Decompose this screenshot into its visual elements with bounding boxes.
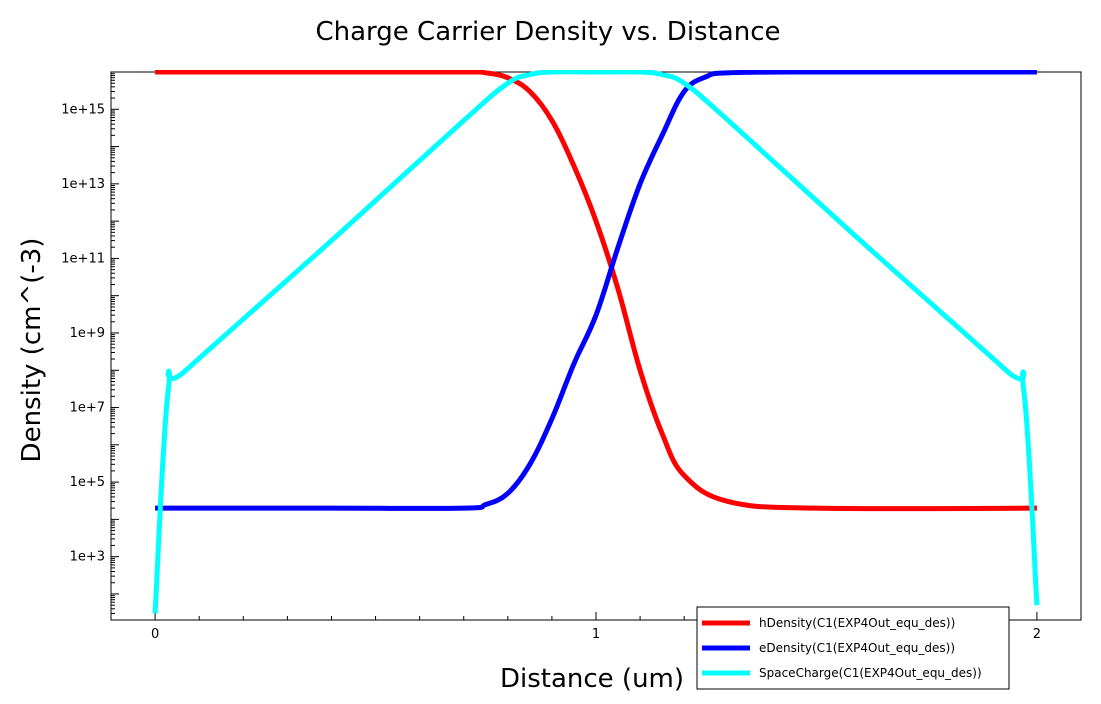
series-line-spacecharge bbox=[152, 70, 1040, 614]
y-tick-label: 1e+7 bbox=[70, 401, 105, 416]
legend-label-spacecharge: SpaceCharge(C1(EXP4Out_equ_des)) bbox=[759, 666, 982, 680]
series-line-edensity bbox=[155, 70, 1037, 511]
y-tick-label: 1e+3 bbox=[70, 550, 105, 565]
y-tick-label: 1e+9 bbox=[70, 326, 105, 341]
legend-label-hdensity: hDensity(C1(EXP4Out_equ_des)) bbox=[759, 616, 955, 630]
series-line-hdensity bbox=[155, 70, 1037, 512]
y-tick-label: 1e+5 bbox=[70, 475, 105, 490]
y-tick-label: 1e+11 bbox=[61, 251, 105, 266]
series-lines bbox=[152, 70, 1040, 614]
legend: hDensity(C1(EXP4Out_equ_des)) eDensity(C1… bbox=[696, 606, 1010, 690]
x-axis-label: Distance (um) bbox=[500, 664, 684, 694]
chart-title: Charge Carrier Density vs. Distance bbox=[315, 17, 780, 47]
y-tick-label: 1e+13 bbox=[61, 177, 105, 192]
x-tick-label: 0 bbox=[151, 627, 159, 642]
y-axis-label: Density (cm^(-3) bbox=[17, 238, 47, 463]
plot-frame bbox=[110, 71, 1082, 621]
y-tick-label: 1e+15 bbox=[61, 102, 105, 117]
x-tick-label: 1 bbox=[592, 627, 600, 642]
x-tick-label: 2 bbox=[1033, 627, 1041, 642]
plot-area: 0 1 2 1e+3 1e+5 1e+7 1e+9 1e+11 1e+13 1e+15 bbox=[61, 70, 1082, 642]
legend-label-edensity: eDensity(C1(EXP4Out_equ_des)) bbox=[759, 641, 955, 655]
